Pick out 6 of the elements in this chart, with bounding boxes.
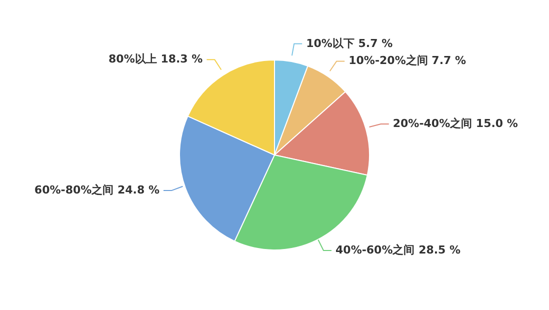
slice-label: 80%以上 18.3 % [108, 52, 203, 66]
slice-label: 60%-80%之间 24.8 % [34, 184, 160, 197]
slice-label: 10%以下 5.7 % [306, 36, 393, 50]
slice-label: 10%-20%之间 7.7 % [348, 54, 466, 68]
slice-label: 40%-60%之间 28.5 % [336, 243, 461, 256]
slice-label: 20%-40%之间 15.0 % [392, 116, 518, 130]
